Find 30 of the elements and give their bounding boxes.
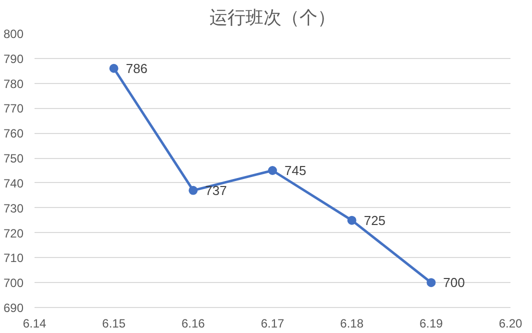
y-tick-label: 690 (3, 301, 24, 315)
x-tick-label: 6.14 (22, 316, 47, 330)
y-tick-label: 710 (3, 251, 24, 266)
y-tick-label: 790 (3, 52, 24, 66)
y-tick-label: 720 (3, 226, 24, 240)
y-tick-label: 700 (3, 276, 24, 290)
chart-title: 运行班次（个） (210, 8, 336, 28)
data-label: 786 (126, 60, 148, 76)
point (347, 216, 356, 225)
x-tick-label: 6.15 (102, 316, 126, 330)
y-tick-label: 800 (3, 27, 24, 41)
y-tick-label: 770 (3, 102, 24, 116)
data-label: 745 (284, 163, 306, 178)
point (109, 64, 118, 73)
x-tick-label: 6.18 (340, 316, 364, 330)
point (426, 278, 436, 288)
y-tick-label: 780 (3, 76, 24, 91)
x-tick-label: 6.17 (260, 316, 285, 330)
x-tick-label: 6.16 (181, 316, 206, 330)
y-tick-label: 740 (3, 176, 24, 190)
data-label: 700 (443, 275, 465, 290)
point (268, 166, 277, 175)
y-tick-label: 730 (3, 201, 24, 216)
x-tick-label: 6.20 (498, 316, 523, 330)
data-label: 725 (364, 212, 386, 228)
y-tick-label: 750 (3, 152, 24, 166)
x-tick-label: 6.19 (419, 316, 444, 330)
y-tick-label: 760 (3, 126, 24, 141)
data-label: 737 (205, 182, 227, 198)
point (188, 186, 198, 195)
